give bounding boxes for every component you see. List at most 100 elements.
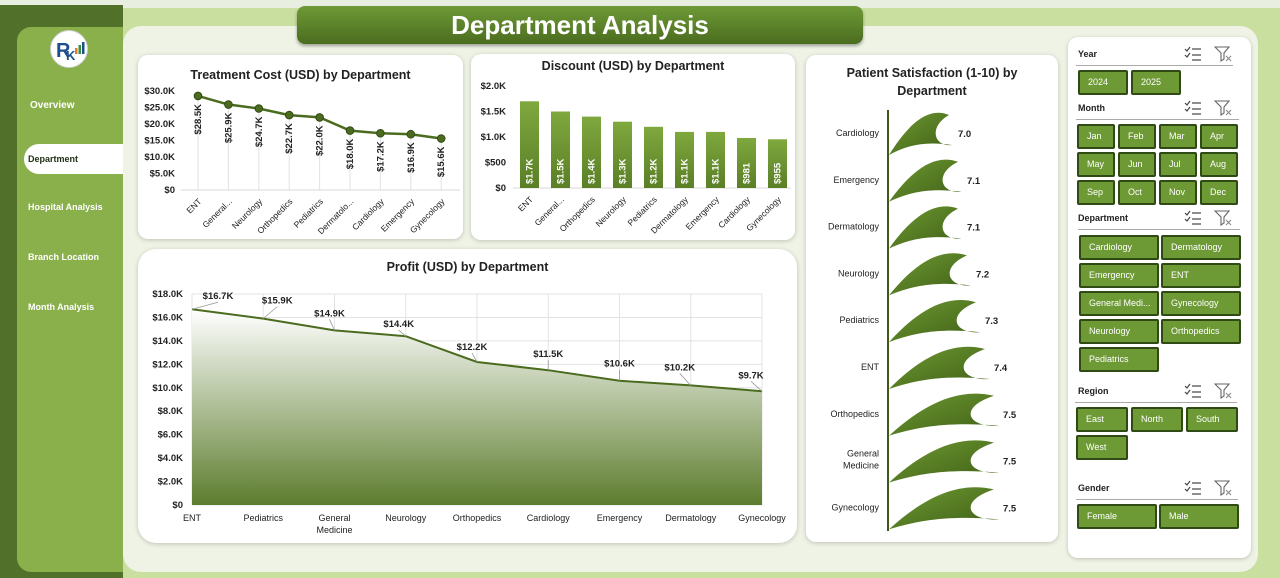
- month-option-jun[interactable]: Jun: [1118, 152, 1156, 177]
- month-option-aug[interactable]: Aug: [1200, 152, 1238, 177]
- month-option-oct[interactable]: Oct: [1118, 180, 1156, 205]
- leader-line: [329, 319, 335, 331]
- region-option-south[interactable]: South: [1186, 407, 1238, 432]
- x-tick-label: ENT: [183, 513, 202, 523]
- department-option[interactable]: Pediatrics: [1079, 347, 1159, 372]
- bar-value-label: $1.4K: [587, 159, 598, 184]
- data-point: [254, 104, 264, 113]
- satisfaction-bar: [889, 112, 952, 155]
- data-label: $14.9K: [314, 308, 345, 319]
- y-tick-label: $0: [495, 183, 506, 194]
- clear-filter-icon[interactable]: [1213, 100, 1232, 117]
- region-option-north[interactable]: North: [1131, 407, 1183, 432]
- discount-bar: [551, 111, 570, 188]
- department-option[interactable]: General Medi...: [1079, 291, 1159, 316]
- clear-filter-icon[interactable]: [1213, 480, 1232, 497]
- top-band: [0, 0, 1280, 8]
- profit-area: [192, 309, 762, 505]
- data-point: [376, 128, 385, 138]
- slicer-divider: [1076, 65, 1233, 66]
- profit-card: Profit (USD) by Department $18.0K $16.0K $…: [138, 249, 797, 543]
- gender-option-female[interactable]: Female: [1077, 504, 1157, 529]
- satisfaction-bar: [889, 393, 1000, 436]
- month-option-mar[interactable]: Mar: [1159, 124, 1197, 149]
- data-label: $16.7K: [203, 291, 234, 302]
- department-option[interactable]: Orthopedics: [1161, 319, 1241, 344]
- bar-value-label: $981: [742, 162, 753, 184]
- discount-bar: [520, 101, 539, 188]
- y-tick-label: $6.0K: [158, 430, 183, 441]
- discount-bar: [706, 131, 725, 188]
- page-title: Department Analysis: [297, 6, 863, 44]
- data-label: $16.9K: [406, 142, 417, 173]
- treatment-cost-chart: $30.0K $25.0K $20.0K $15.0K $10.0K $5.0K $0 $28…: [144, 86, 460, 236]
- clear-filter-icon[interactable]: [1213, 210, 1232, 227]
- x-tick-label: Orthopedics: [453, 513, 502, 523]
- category-label: General: [847, 449, 879, 459]
- nav-hospital-analysis[interactable]: Hospital Analysis: [28, 202, 103, 212]
- month-option-may[interactable]: May: [1077, 152, 1115, 177]
- satisfaction-bar: [889, 440, 1000, 483]
- department-option[interactable]: ENT: [1161, 263, 1241, 288]
- bar-value-label: $1.1K: [680, 159, 691, 184]
- data-label: $22.0K: [315, 125, 326, 156]
- nav-overview[interactable]: Overview: [30, 100, 75, 111]
- satisfaction-bar: [889, 300, 981, 343]
- multi-select-icon[interactable]: [1184, 46, 1202, 62]
- clear-filter-icon[interactable]: [1213, 383, 1232, 400]
- y-tick-label: $1.5K: [481, 107, 506, 118]
- multi-select-icon[interactable]: [1184, 383, 1202, 399]
- nav-month-analysis[interactable]: Month Analysis: [28, 302, 95, 312]
- region-option-east[interactable]: East: [1076, 407, 1128, 432]
- treatment-cost-card: Treatment Cost (USD) by Department $30.0…: [138, 55, 463, 239]
- department-option[interactable]: Dermatology: [1161, 235, 1241, 260]
- clear-filter-icon[interactable]: [1213, 46, 1232, 63]
- category-label: Emergency: [833, 175, 879, 185]
- y-tick-label: $2.0K: [481, 81, 506, 92]
- data-label: $11.5K: [533, 349, 563, 360]
- value-label: 7.4: [994, 363, 1008, 374]
- month-option-nov[interactable]: Nov: [1159, 180, 1197, 205]
- year-option-2024[interactable]: 2024: [1078, 70, 1128, 95]
- discount-title: Discount (USD) by Department: [541, 59, 725, 73]
- y-tick-label: $10.0K: [152, 383, 183, 394]
- bar-value-label: $955: [773, 162, 784, 184]
- satisfaction-chart: Cardiology 7.0 Emergency 7.1 Dermatology 7.1 N…: [828, 110, 1017, 531]
- data-label: $28.5K: [193, 104, 204, 135]
- multi-select-icon[interactable]: [1184, 480, 1202, 496]
- month-option-feb[interactable]: Feb: [1118, 124, 1156, 149]
- data-point: [406, 129, 416, 139]
- department-option[interactable]: Cardiology: [1079, 235, 1159, 260]
- y-tick-label: $0: [164, 185, 175, 196]
- region-option-west[interactable]: West: [1076, 435, 1128, 460]
- month-option-dec[interactable]: Dec: [1200, 180, 1238, 205]
- discount-bar: [644, 126, 663, 188]
- y-tick-label: $4.0K: [158, 453, 183, 464]
- x-tick-label: Medicine: [316, 525, 352, 535]
- month-option-jan[interactable]: Jan: [1077, 124, 1115, 149]
- department-option[interactable]: Gynecology: [1161, 291, 1241, 316]
- y-tick-label: $1.0K: [481, 132, 506, 143]
- gender-option-male[interactable]: Male: [1159, 504, 1239, 529]
- bar-value-label: $1.1K: [711, 159, 722, 184]
- month-option-jul[interactable]: Jul: [1159, 152, 1197, 177]
- data-label: $17.2K: [375, 141, 386, 172]
- satisfaction-bar: [889, 206, 962, 249]
- nav-branch-location[interactable]: Branch Location: [28, 252, 100, 262]
- bar-value-label: $1.2K: [649, 159, 660, 184]
- data-point: [345, 126, 355, 135]
- multi-select-icon[interactable]: [1184, 100, 1202, 116]
- x-tick-label: Gynecology: [738, 513, 786, 523]
- department-option[interactable]: Neurology: [1079, 319, 1159, 344]
- data-point: [224, 100, 233, 109]
- profit-chart: $18.0K $16.0K $14.0K $12.0K $10.0K $8.0K $6.0K…: [152, 289, 786, 535]
- y-tick-label: $0: [172, 500, 183, 511]
- nav-department[interactable]: Department: [24, 144, 123, 174]
- data-point: [315, 113, 324, 122]
- multi-select-icon[interactable]: [1184, 210, 1202, 226]
- year-option-2025[interactable]: 2025: [1131, 70, 1181, 95]
- leader-line: [191, 301, 219, 310]
- month-option-apr[interactable]: Apr: [1200, 124, 1238, 149]
- month-option-sep[interactable]: Sep: [1077, 180, 1115, 205]
- department-option[interactable]: Emergency: [1079, 263, 1159, 288]
